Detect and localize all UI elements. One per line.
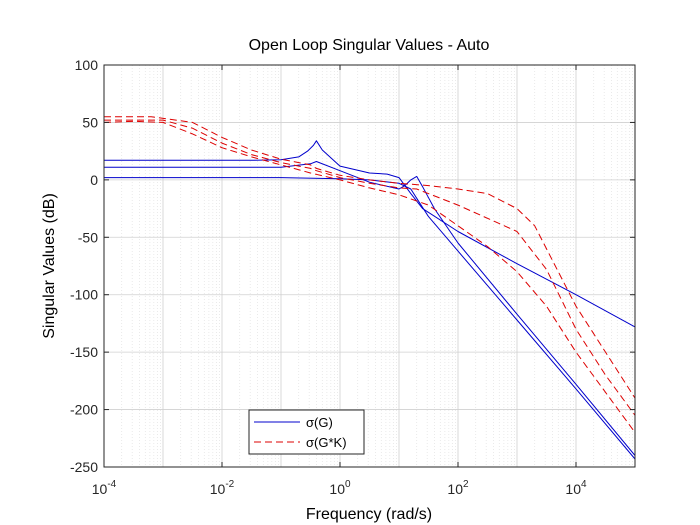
plot-area [104, 65, 635, 467]
ticks: 100 50 0 -50 -100 -150 -200 -250 10-4 10-2 100 102 1… [70, 57, 635, 497]
x-tick-label: 100 [329, 479, 351, 497]
y-tick-label: -50 [78, 229, 98, 245]
chart-title: Open Loop Singular Values - Auto [249, 37, 490, 54]
x-tick-label: 10-2 [210, 479, 235, 497]
y-tick-label: -100 [70, 287, 98, 303]
series-gk-4 [104, 116, 636, 399]
legend-label-g: σ(G) [306, 415, 333, 430]
grid [104, 65, 635, 467]
y-tick-label: 50 [82, 114, 98, 130]
x-tick-label: 102 [447, 479, 469, 497]
y-tick-label: -250 [70, 459, 98, 475]
x-tick-label: 104 [565, 479, 587, 497]
axes-box [103, 64, 636, 468]
x-axis-label: Frequency (rad/s) [306, 506, 432, 523]
y-tick-label: 100 [75, 57, 99, 73]
x-tick-label: 10-4 [92, 479, 117, 497]
y-tick-label: -200 [70, 402, 98, 418]
y-tick-label: -150 [70, 344, 98, 360]
legend: σ(G) σ(G*K) [248, 409, 365, 455]
series-g-3 [104, 177, 636, 460]
series-g-1 [104, 140, 636, 328]
y-axis-label: Singular Values (dB) [41, 193, 58, 339]
series-g-2 [104, 161, 636, 456]
y-tick-label: 0 [90, 172, 98, 188]
legend-label-gk: σ(G*K) [306, 435, 347, 450]
legend-box [248, 409, 365, 455]
series-gk-6 [103, 120, 636, 433]
series-layer [103, 116, 636, 460]
